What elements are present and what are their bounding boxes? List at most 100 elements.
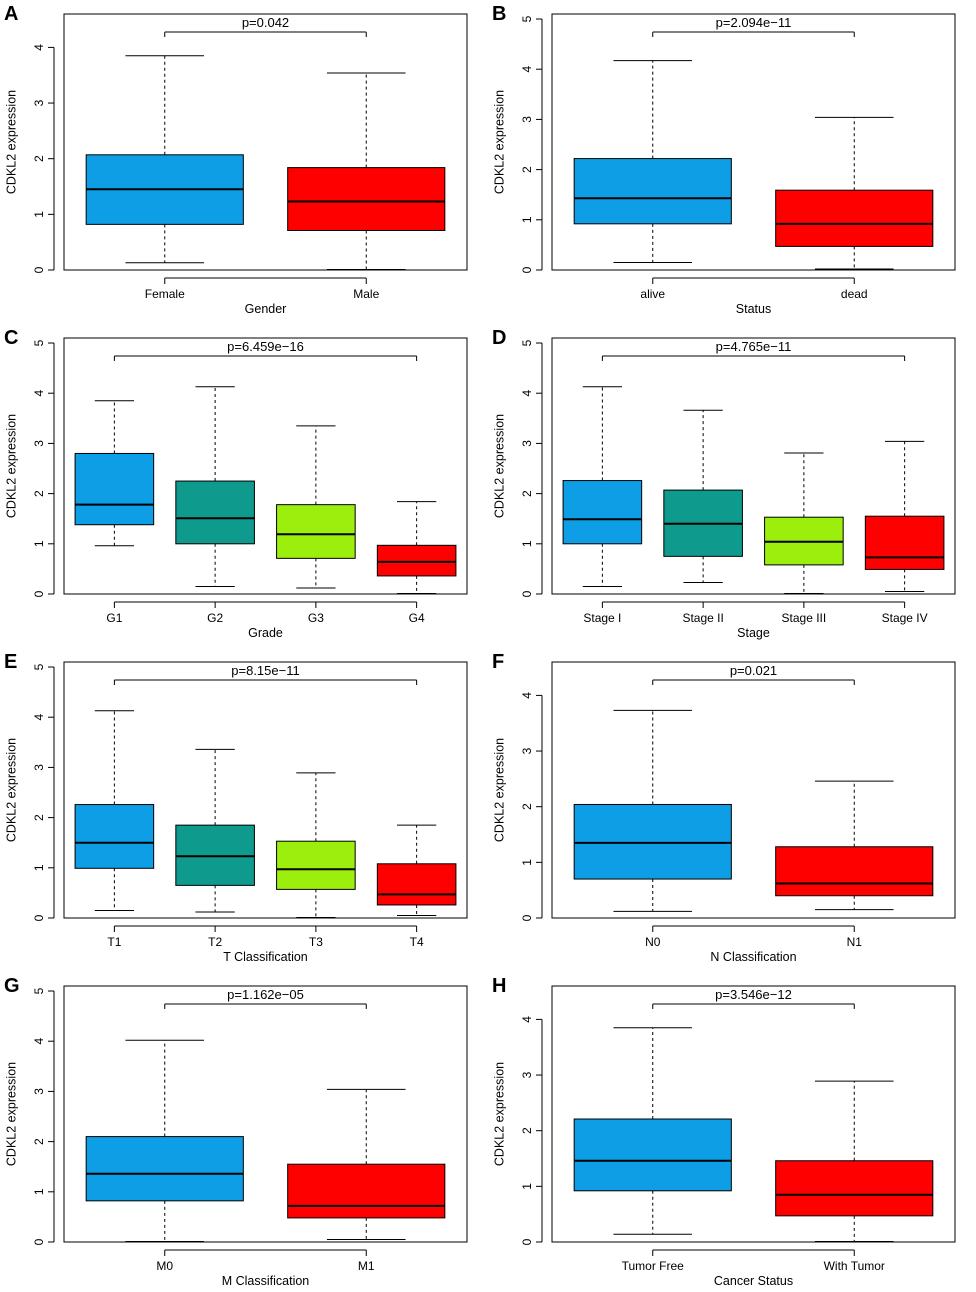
panel-label: E [4,651,17,673]
y-tick-label: 4 [520,66,534,73]
panel-label: F [492,651,504,673]
plot-frame [551,985,956,1243]
box-body [775,846,934,897]
y-axis-label: CDKL2 expression [4,1062,18,1166]
box-g2 [175,386,255,587]
x-tick-label: Stage II [682,611,723,625]
box-m1 [287,1088,446,1240]
x-tick-label: T3 [309,935,323,949]
y-tick-label: 1 [520,216,534,223]
y-tick-label: 4 [32,714,46,721]
y-tick-label: 0 [32,266,46,273]
y-tick-label: 2 [520,803,534,810]
y-tick-label: 3 [32,99,46,106]
x-tick-label: Stage IV [882,611,928,625]
chart-svg: C 0 1 2 3 4 5 CDKL2 expression G1 G2 G3 G4 Grade p=6.… [4,327,468,640]
y-tick-label: 5 [520,339,534,346]
box-body [74,452,155,526]
p-value-label: p=0.021 [730,663,777,678]
p-value-label: p=4.765e−11 [716,339,792,354]
y-tick-label: 4 [32,1038,46,1045]
box-stage-iv [864,440,945,592]
chart-panel-d: D 0 1 2 3 4 5 CDKL2 expression Stage I Stage II St… [488,324,976,644]
box-t1 [74,710,155,911]
y-axis-label: CDKL2 expression [492,1062,506,1166]
p-value-label: p=2.094e−11 [716,15,792,30]
box-body [864,515,945,570]
plot-frame [63,661,468,919]
y-axis-label: CDKL2 expression [492,738,506,842]
box-g1 [74,400,155,547]
p-value-label: p=6.459e−16 [227,339,304,354]
x-tick-label: alive [640,287,665,301]
x-axis-label: Gender [245,302,287,316]
chart-svg: D 0 1 2 3 4 5 CDKL2 expression Stage I Stage II St… [492,327,956,640]
box-body [775,189,934,247]
x-tick-label: Stage I [583,611,621,625]
x-tick-label: Male [353,287,379,301]
x-axis-label: Grade [248,626,283,640]
panel-label: D [492,327,506,349]
box-n1 [775,780,934,911]
x-tick-label: G2 [207,611,223,625]
y-tick-label: 3 [32,764,46,771]
y-tick-label: 3 [520,116,534,123]
box-body [287,1163,446,1219]
chart-svg: G 0 1 2 3 4 5 CDKL2 expression M0 M1 M Classificat… [4,975,468,1288]
x-tick-label: With Tumor [824,1259,885,1273]
panel-label: B [492,3,506,25]
x-tick-label: M0 [156,1259,173,1273]
y-tick-label: 3 [32,1088,46,1095]
y-tick-label: 4 [32,390,46,397]
chart-svg: H 0 1 2 3 4 CDKL2 expression Tumor Free With Tum… [492,975,956,1288]
box-body [376,863,457,906]
y-axis-label: CDKL2 expression [492,90,506,194]
box-m0 [85,1039,244,1242]
box-alive [573,60,732,263]
box-body [573,803,732,880]
box-body [573,1118,732,1192]
x-tick-label: Female [145,287,185,301]
chart-panel-a: A 0 1 2 3 4 CDKL2 expression Female Male Gender p=… [0,0,488,320]
y-tick-label: 2 [32,490,46,497]
y-tick-label: 0 [520,266,534,273]
chart-svg: E 0 1 2 3 4 5 CDKL2 expression T1 T2 T3 T4 T Classif… [4,651,468,964]
x-axis-label: Status [736,302,771,316]
y-tick-label: 4 [520,390,534,397]
chart-svg: F 0 1 2 3 4 CDKL2 expression N0 N1 N Classificati… [492,651,956,964]
box-g3 [276,425,356,589]
plot-frame [551,337,956,595]
y-tick-label: 5 [32,663,46,670]
y-tick-label: 2 [520,490,534,497]
x-tick-label: Tumor Free [622,1259,685,1273]
y-tick-label: 1 [520,1183,534,1190]
x-axis-label: N Classification [710,950,796,964]
y-tick-label: 3 [520,1071,534,1078]
y-tick-label: 0 [32,914,46,921]
box-stage-ii [663,409,743,583]
chart-panel-h: H 0 1 2 3 4 CDKL2 expression Tumor Free With Tum… [488,972,976,1292]
y-tick-label: 1 [32,1188,46,1195]
x-tick-label: N1 [847,935,863,949]
box-body [775,1160,934,1217]
y-axis-label: CDKL2 expression [4,90,18,194]
p-value-label: p=1.162e−05 [227,987,304,1002]
x-axis-label: Stage [737,626,770,640]
chart-panel-e: E 0 1 2 3 4 5 CDKL2 expression T1 T2 T3 T4 T Classif… [0,648,488,968]
y-tick-label: 2 [520,1127,534,1134]
x-axis-label: M Classification [222,1274,310,1288]
plot-frame [551,661,956,919]
y-tick-label: 4 [32,44,46,51]
chart-svg: A 0 1 2 3 4 CDKL2 expression Female Male Gender p=… [4,3,468,316]
box-stage-i [562,386,643,587]
y-tick-label: 2 [32,155,46,162]
p-value-label: p=3.546e−12 [715,987,792,1002]
box-g4 [376,501,457,594]
y-tick-label: 5 [32,339,46,346]
x-axis-label: Cancer Status [714,1274,793,1288]
x-tick-label: N0 [645,935,661,949]
y-tick-label: 0 [520,590,534,597]
plot-frame [63,985,468,1243]
box-dead [775,116,934,270]
